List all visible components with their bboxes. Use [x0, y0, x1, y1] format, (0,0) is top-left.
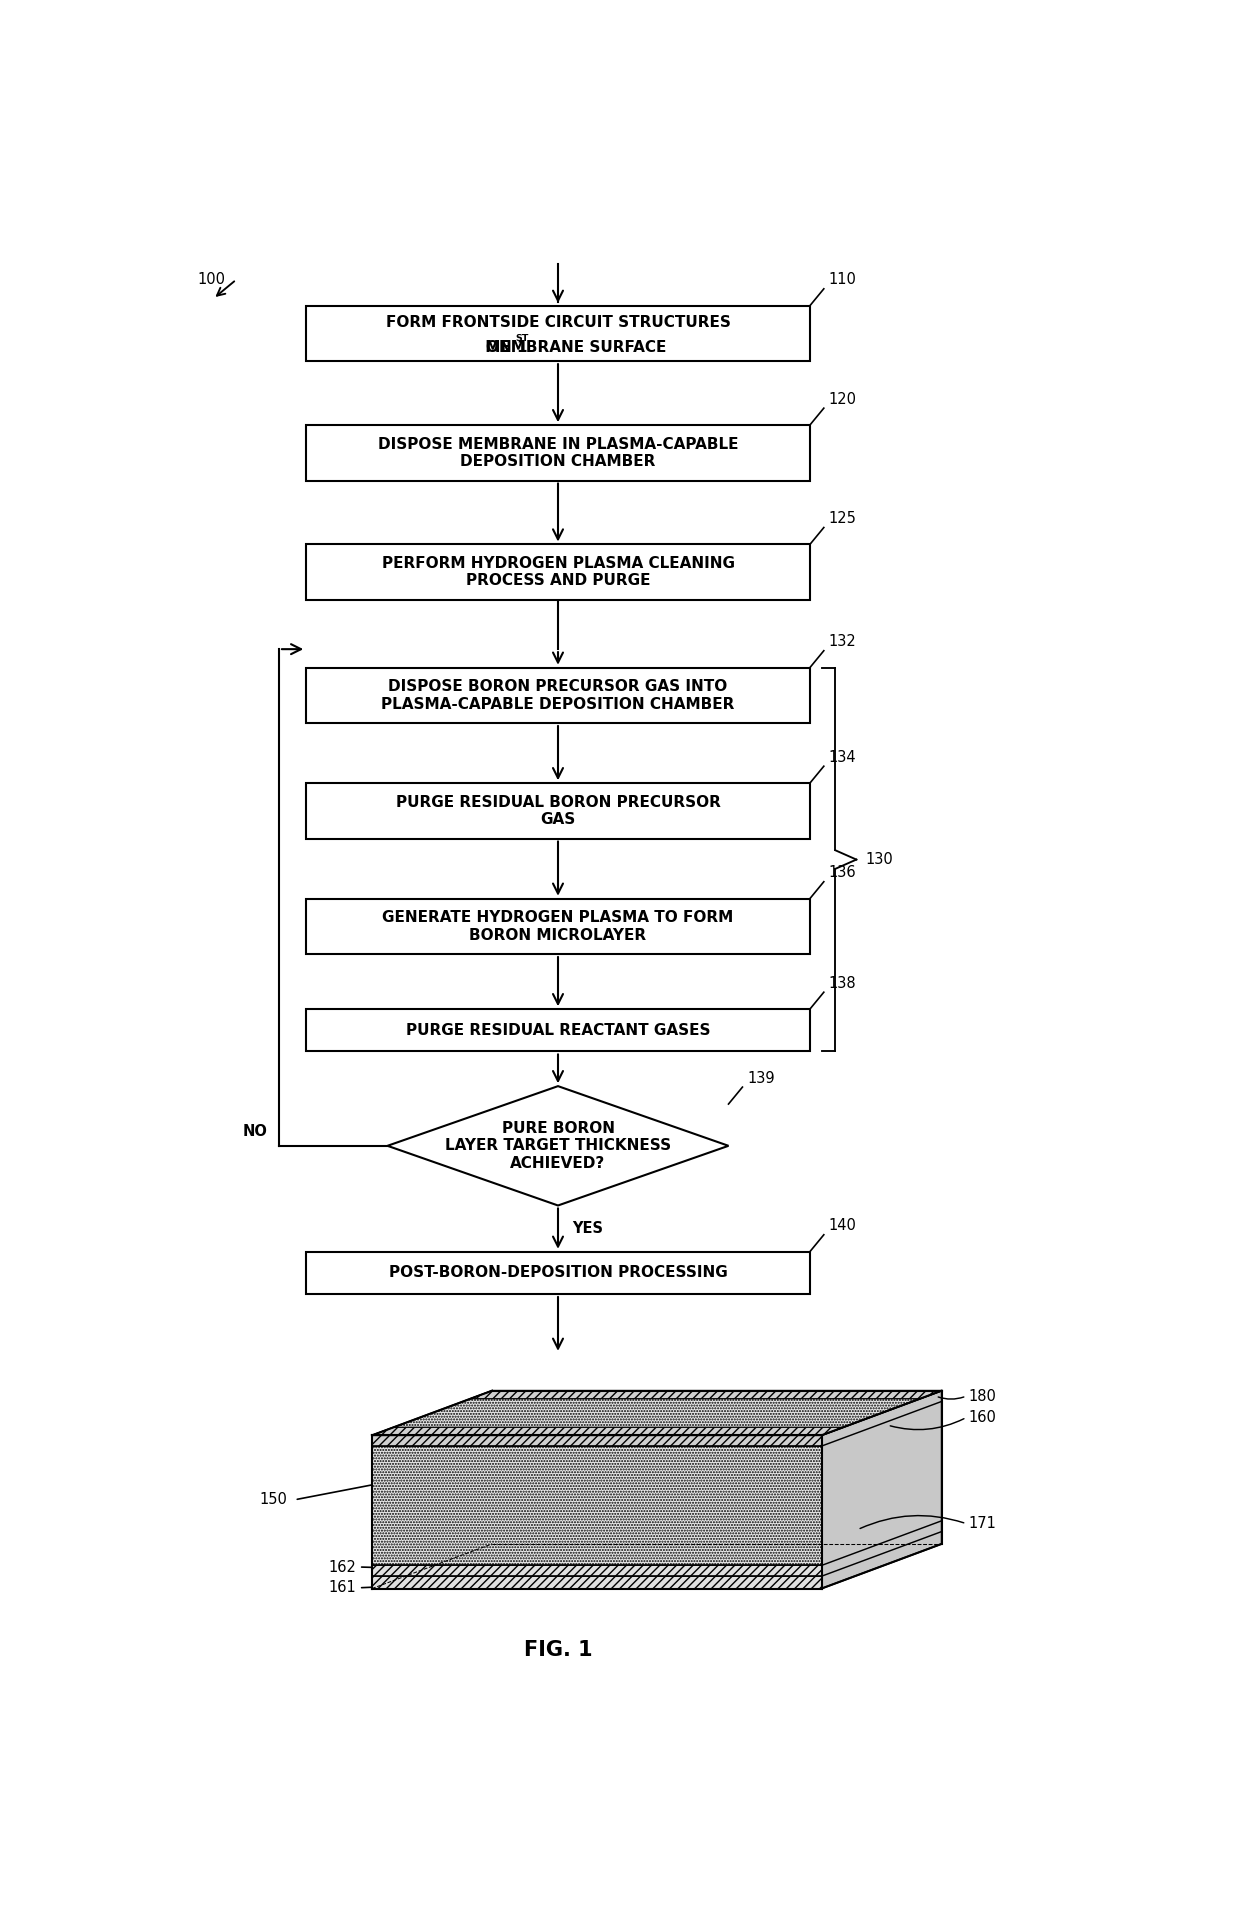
Text: ON 1: ON 1	[486, 340, 528, 355]
Text: 120: 120	[828, 391, 857, 407]
Text: 130: 130	[866, 852, 894, 867]
Text: 139: 139	[746, 1071, 775, 1086]
Text: 110: 110	[828, 272, 857, 288]
Polygon shape	[372, 1391, 941, 1435]
FancyBboxPatch shape	[306, 305, 810, 361]
Text: 100: 100	[197, 272, 226, 286]
FancyBboxPatch shape	[306, 898, 810, 954]
Text: 132: 132	[828, 633, 857, 649]
Text: 180: 180	[968, 1389, 997, 1403]
Text: ST: ST	[515, 334, 528, 344]
Text: FIG. 1: FIG. 1	[523, 1641, 593, 1660]
Text: 125: 125	[828, 510, 857, 526]
Polygon shape	[372, 1428, 843, 1435]
FancyBboxPatch shape	[306, 668, 810, 723]
Text: PERFORM HYDROGEN PLASMA CLEANING
PROCESS AND PURGE: PERFORM HYDROGEN PLASMA CLEANING PROCESS…	[382, 557, 734, 589]
Text: 160: 160	[968, 1410, 997, 1426]
Text: FORM FRONTSIDE CIRCUIT STRUCTURES: FORM FRONTSIDE CIRCUIT STRUCTURES	[386, 315, 730, 330]
Text: DISPOSE MEMBRANE IN PLASMA-CAPABLE
DEPOSITION CHAMBER: DISPOSE MEMBRANE IN PLASMA-CAPABLE DEPOS…	[378, 438, 738, 468]
Text: 161: 161	[329, 1579, 357, 1595]
FancyBboxPatch shape	[306, 1251, 810, 1293]
Text: DISPOSE BORON PRECURSOR GAS INTO
PLASMA-CAPABLE DEPOSITION CHAMBER: DISPOSE BORON PRECURSOR GAS INTO PLASMA-…	[382, 679, 734, 712]
Bar	[372, 1575, 821, 1589]
Text: PURGE RESIDUAL BORON PRECURSOR
GAS: PURGE RESIDUAL BORON PRECURSOR GAS	[396, 794, 720, 827]
Bar	[372, 1566, 821, 1575]
Text: YES: YES	[572, 1220, 603, 1236]
FancyBboxPatch shape	[306, 426, 810, 480]
FancyBboxPatch shape	[306, 783, 810, 839]
Text: GENERATE HYDROGEN PLASMA TO FORM
BORON MICROLAYER: GENERATE HYDROGEN PLASMA TO FORM BORON M…	[382, 910, 734, 942]
Text: 140: 140	[828, 1219, 857, 1234]
Text: PURGE RESIDUAL REACTANT GASES: PURGE RESIDUAL REACTANT GASES	[405, 1023, 711, 1038]
Text: ON 1ST MEMBRANE SURFACE: ON 1ST MEMBRANE SURFACE	[433, 340, 683, 355]
Text: 138: 138	[828, 975, 856, 990]
Polygon shape	[821, 1391, 941, 1589]
Text: 171: 171	[968, 1516, 997, 1531]
Bar	[372, 1435, 821, 1447]
Bar	[372, 1447, 821, 1566]
Bar	[372, 1575, 821, 1589]
Polygon shape	[470, 1391, 941, 1399]
Text: 136: 136	[828, 865, 856, 881]
Polygon shape	[387, 1086, 729, 1205]
Text: 162: 162	[329, 1560, 357, 1574]
Text: NO: NO	[243, 1125, 268, 1140]
Text: 150: 150	[259, 1493, 288, 1506]
Text: MEMBRANE SURFACE: MEMBRANE SURFACE	[480, 340, 666, 355]
Text: POST-BORON-DEPOSITION PROCESSING: POST-BORON-DEPOSITION PROCESSING	[388, 1265, 728, 1280]
Text: PURE BORON
LAYER TARGET THICKNESS
ACHIEVED?: PURE BORON LAYER TARGET THICKNESS ACHIEV…	[445, 1121, 671, 1171]
Bar	[372, 1447, 821, 1566]
FancyBboxPatch shape	[306, 545, 810, 601]
Bar	[372, 1435, 821, 1447]
Bar	[372, 1566, 821, 1575]
Text: 134: 134	[828, 750, 856, 764]
FancyBboxPatch shape	[306, 1009, 810, 1052]
